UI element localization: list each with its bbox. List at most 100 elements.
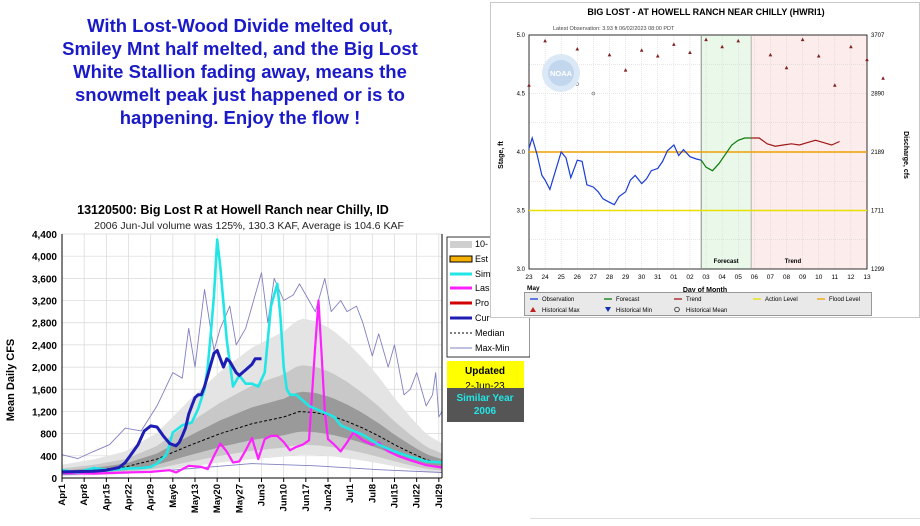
noaa-logo: NOAA [542,54,580,92]
legend-label: Historical Max [542,308,580,314]
x-tick-label: Apr29 [146,484,157,511]
nws-hydrograph-svg: BIG LOST - AT HOWELL RANCH NEAR CHILLY (… [498,7,909,294]
similar-year-box [447,388,524,422]
legend-swatch-historical-min [605,307,611,312]
x-tick-label: 08 [783,274,791,281]
x-tick-label: 04 [719,274,727,281]
y-tick-label: 400 [40,452,57,463]
y-tick-label: 800 [40,430,57,441]
noaa-logo-text: NOAA [550,69,573,78]
y-tick-label: 4.0 [517,150,526,156]
x-tick-label: 31 [654,274,662,281]
x-tick-label: Jun17 [301,484,312,511]
legend-label: Pro [475,298,489,308]
historical-max-marker [672,42,676,46]
historical-max-marker [736,38,741,43]
y-right-tick-label: 1299 [871,267,885,273]
historical-max-marker [881,76,885,80]
x-tick-label: 25 [558,274,566,281]
x-tick-label: 23 [525,274,533,281]
updated-date: 2-Jun-23 [465,381,505,392]
historical-max-marker [768,52,773,57]
y-tick-label: 2,000 [32,363,57,374]
y-tick-label: 4,400 [32,230,57,241]
divider [530,518,920,519]
x-tick-label: Apr22 [124,484,135,511]
historical-max-marker [623,68,628,72]
y-tick-label: 3.0 [517,267,526,273]
headline: With Lost-Wood Divide melted out, Smiley… [20,14,460,129]
x-tick-label: Jul1 [345,483,356,503]
headline-line: White Stallion fading away, means the [73,61,407,82]
legend-label: Cur [475,313,490,323]
series-trend [751,137,840,147]
nws-hydrograph: BIG LOST - AT HOWELL RANCH NEAR CHILLY (… [490,2,920,318]
series-sim [61,238,443,474]
chart-title: BIG LOST - AT HOWELL RANCH NEAR CHILLY (… [587,7,824,17]
legend-label: Max-Min [475,343,510,353]
x-axis-label: Day of Month [683,287,727,294]
y-tick-label: 4.5 [517,92,526,98]
legend-label: Historical Mean [686,308,727,314]
updated-label: Updated [465,366,505,377]
y-tick-label: 2,400 [32,341,57,352]
forecast-label: Forecast [714,259,739,265]
x-tick-label: May13 [190,484,201,513]
y-tick-label: 4,000 [32,252,57,263]
historical-max-marker [527,83,531,87]
x-tick-label: 26 [574,274,582,281]
y-tick-label: 5.0 [517,33,526,39]
legend-swatch-historical-max [530,307,536,312]
y-tick-label: 2,800 [32,319,57,330]
chart-subtitle: 2006 Jun-Jul volume was 125%, 130.3 KAF,… [94,220,404,232]
x-tick-label: Jun3 [257,484,268,506]
legend-label: Est [475,254,489,264]
x-tick-label: May20 [212,484,223,513]
x-tick-label: May6 [168,484,179,508]
trend-label: Trend [785,259,802,265]
legend-swatch-band [450,241,472,248]
y-right-tick-label: 2189 [871,150,885,156]
legend-label: Historical Min [616,308,652,314]
x-tick-label: 01 [670,274,678,281]
historical-max-marker [607,52,612,57]
x-tick-label: Jun24 [323,483,334,511]
x-tick-label: Jul8 [367,484,378,503]
percentile-bands [62,318,442,477]
x-tick-label: 05 [735,274,743,281]
x-tick-label: 28 [606,274,614,281]
historical-max-marker [575,47,580,51]
headline-line: Smiley Mnt half melted, and the Big Lost [62,38,418,59]
legend-swatch-est [449,255,473,263]
historical-max-marker [639,48,644,52]
historical-mean-marker [591,91,596,96]
similar-year-label: Similar Year [456,393,513,404]
similar-year-value: 2006 [474,406,497,417]
y-axis-label-left: Stage, ft [498,141,505,169]
x-tick-label: Jul15 [390,483,401,508]
historical-max-marker [833,83,837,87]
y-axis-label: Mean Daily CFS [5,339,17,422]
x-tick-label: 07 [767,274,775,281]
legend-label: Forecast [616,297,640,303]
historical-max-marker [688,50,692,55]
x-tick-label: 29 [622,274,630,281]
historical-max-marker [800,37,805,42]
headline-line: happening. Enjoy the flow ! [119,107,361,128]
streamflow-chart: 13120500: Big Lost R at Howell Ranch nea… [0,198,531,521]
y-right-tick-label: 1711 [871,209,885,215]
chart-subtitle: Latest Observation: 3.93 ft 06/02/2023 0… [553,26,675,32]
x-tick-label: 06 [751,274,759,281]
y-tick-label: 1,200 [32,407,57,418]
legend-label: Observation [542,297,574,303]
historical-max-marker [865,57,869,62]
legend-label: Sim [475,269,491,279]
legend-swatch-historical-mean [674,306,680,313]
hydrograph-legend: Observation Forecast Trend Action Level … [524,292,872,316]
x-tick-label: May27 [234,484,245,513]
x-tick-label: 12 [847,274,855,281]
series-max-min [61,272,443,460]
x-tick-label: Jul29 [434,484,445,508]
series-las [61,299,443,475]
x-tick-label: Jun10 [279,484,290,511]
